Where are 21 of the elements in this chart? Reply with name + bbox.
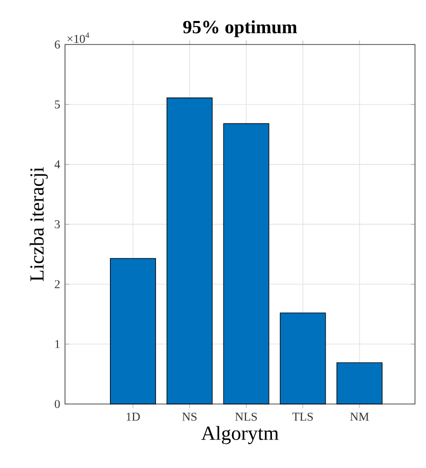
- x-axis-title: Algorytm: [201, 426, 279, 444]
- x-tick-label: 1D: [126, 412, 140, 421]
- y-axis-title: Liczba iteracji: [30, 167, 48, 282]
- y-tick-label: 0: [54, 400, 60, 408]
- bar: [110, 258, 156, 404]
- x-tick-label: NLS: [235, 412, 257, 421]
- bar: [223, 123, 270, 404]
- bar: [280, 312, 326, 404]
- x-tick-label: TLS: [292, 412, 313, 421]
- y-tick-label: 3: [54, 220, 60, 228]
- y-tick-label: 1: [55, 340, 60, 348]
- y-tick-label: 5: [54, 100, 60, 108]
- x-tick-label: NM: [350, 412, 369, 421]
- x-tick-label: NS: [182, 412, 197, 421]
- y-tick-label: 6: [54, 40, 60, 49]
- bar: [336, 362, 382, 404]
- y-tick-label: 2: [54, 280, 60, 288]
- y-tick-label: 4: [54, 160, 60, 168]
- bar: [166, 98, 213, 404]
- text: ×10$^{4}$: [68, 32, 90, 43]
- chart-title: 95% optimum: [183, 20, 297, 38]
